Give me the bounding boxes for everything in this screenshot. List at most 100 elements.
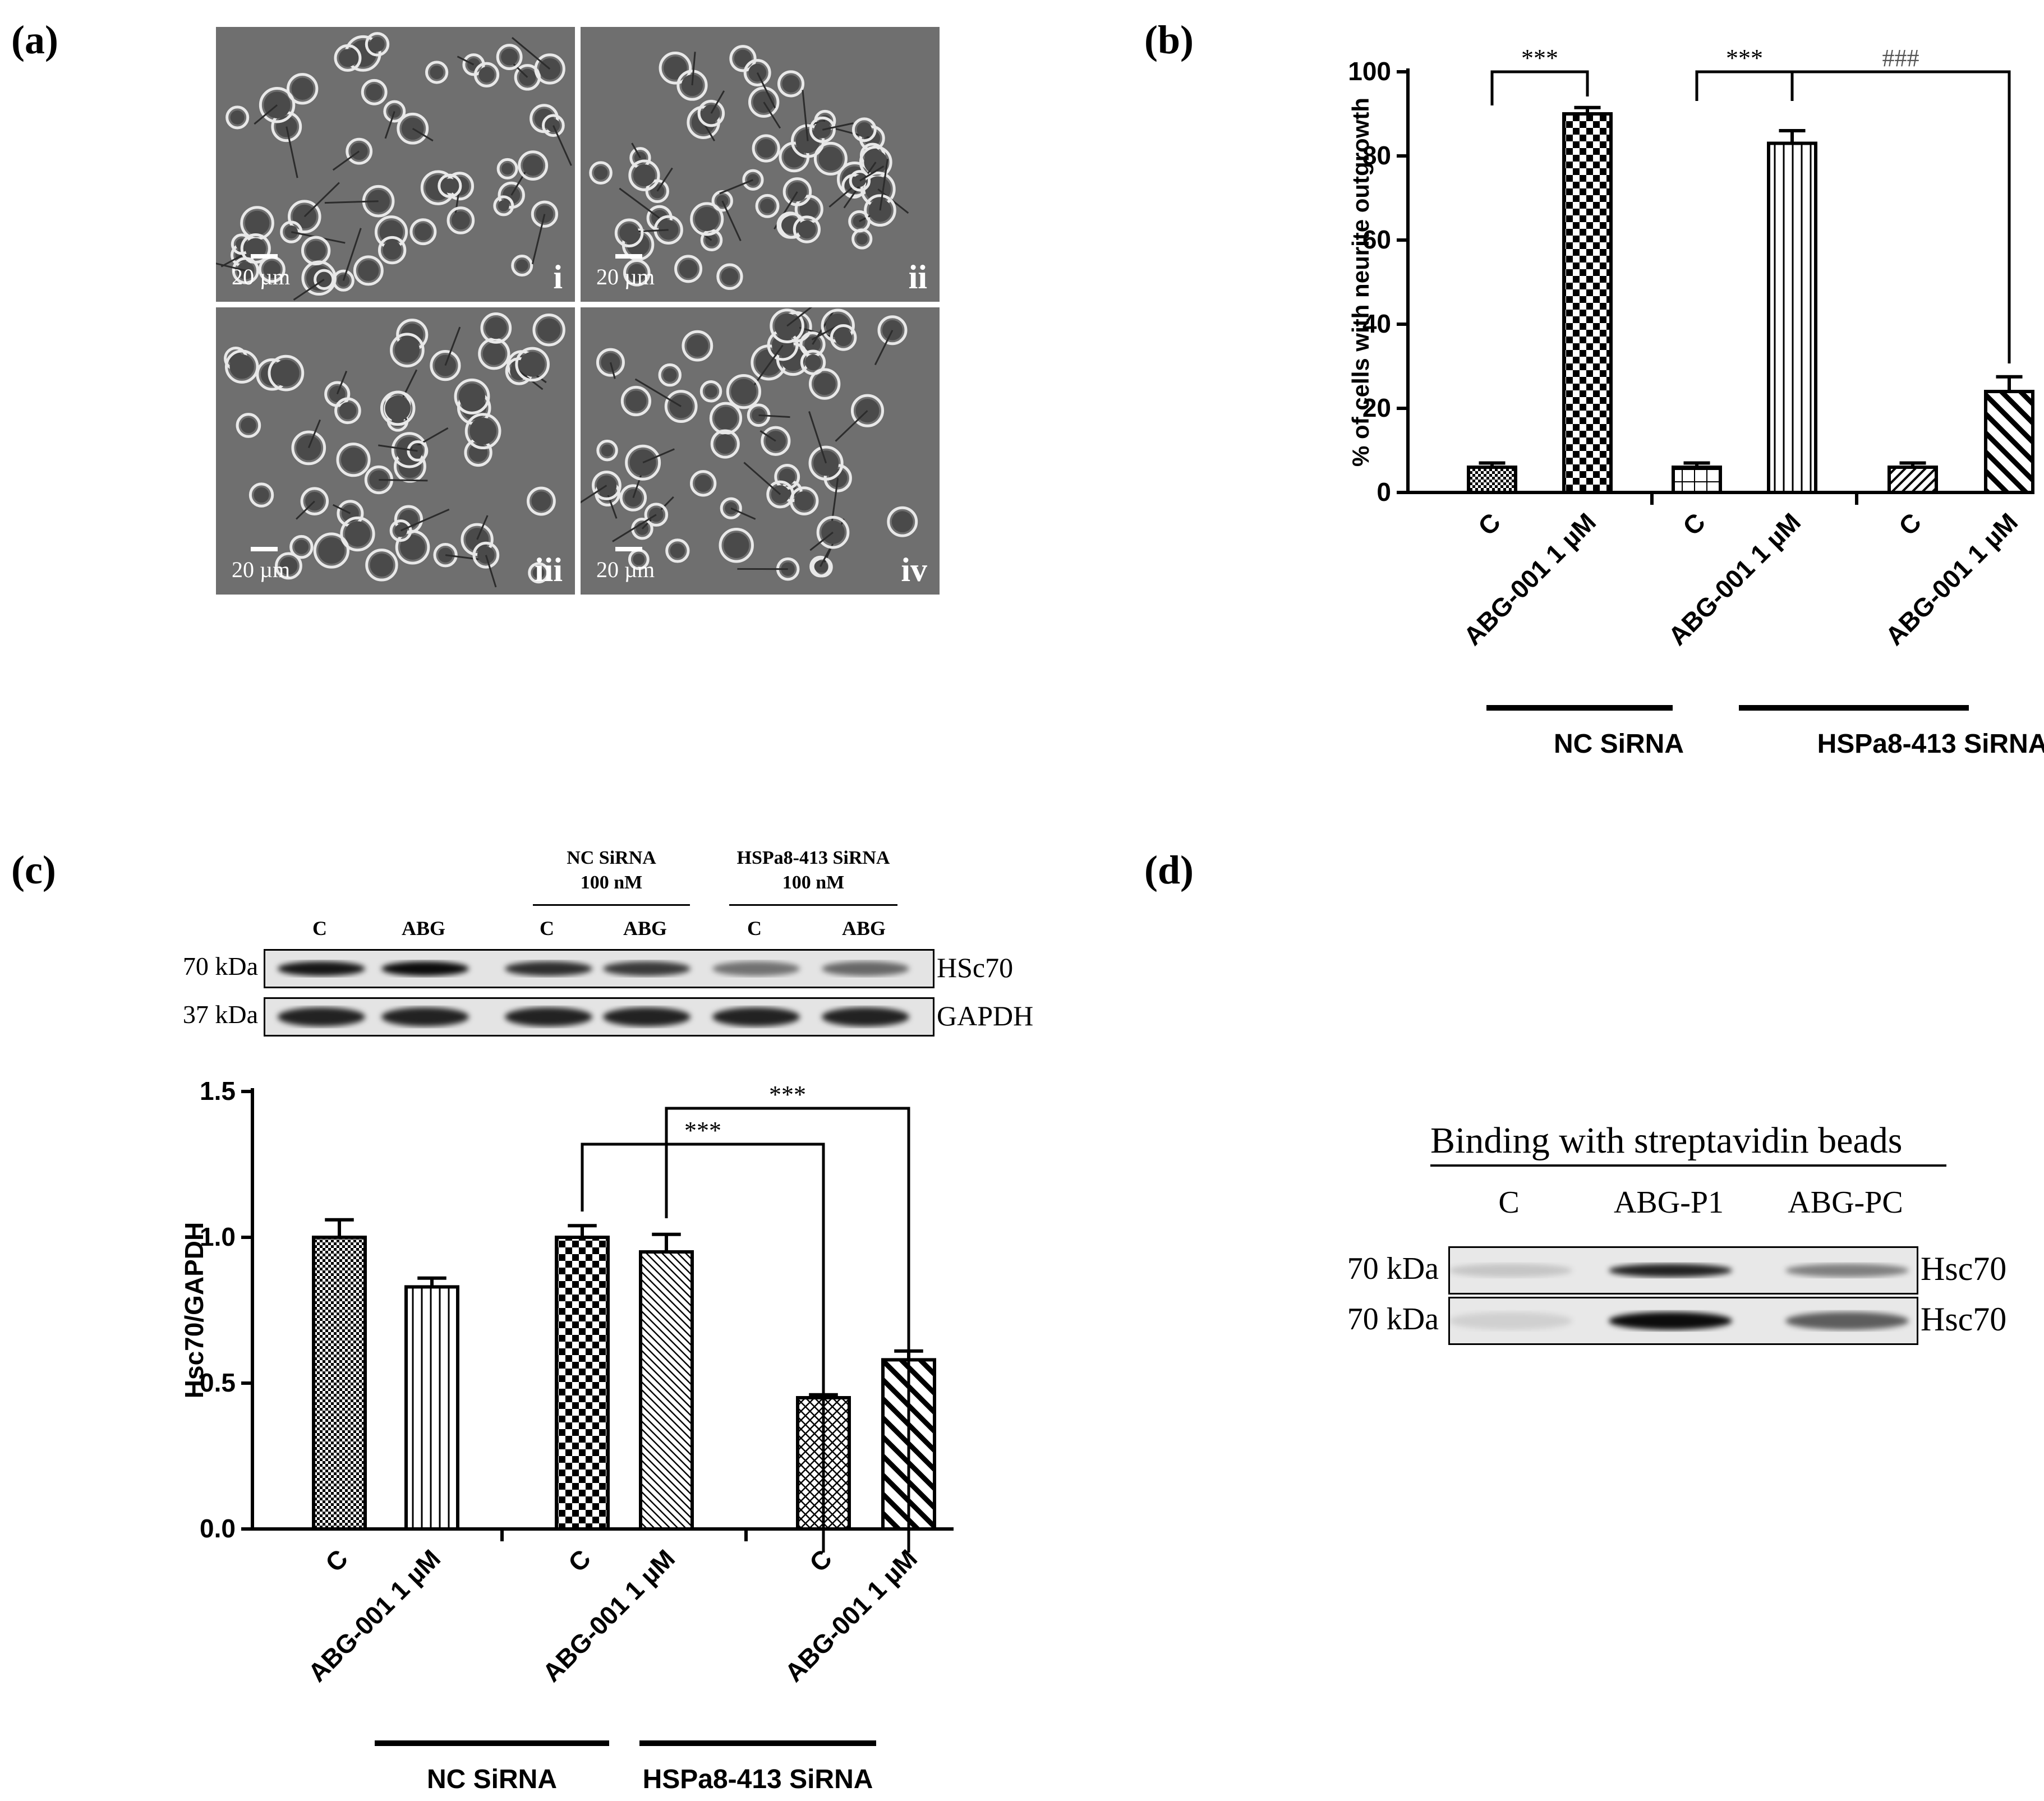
blot-lane-label: C xyxy=(312,917,327,939)
significance-bracket xyxy=(665,1107,910,1553)
blot-strip-1 xyxy=(264,997,934,1037)
blot-d-lane-label: ABG-PC xyxy=(1788,1185,1903,1220)
x-tick-label: C xyxy=(1677,507,1711,541)
group-label: HSPa8-413 SiRNA xyxy=(1817,729,2044,759)
blot-d-protein-label: Hsc70 xyxy=(1921,1250,2007,1287)
x-tick-label: ABG-001 1 µM xyxy=(1458,507,1601,651)
blot-d-bands xyxy=(1450,1264,1909,1277)
micrograph-cells-ii xyxy=(589,45,909,290)
panel-d-label: (d) xyxy=(1144,847,1194,892)
micrograph-i: 20 µm i xyxy=(216,27,575,302)
significance-label: *** xyxy=(1521,44,1558,72)
x-tick-label: C xyxy=(320,1544,353,1577)
blot-kda-label: 70 kDa xyxy=(182,952,258,980)
group-label: HSPa8-413 SiRNA xyxy=(643,1765,873,1794)
micrograph-cells-iv xyxy=(581,307,918,581)
x-tick-label: ABG-001 1 µM xyxy=(779,1544,923,1687)
y-tick-label: 1.0 xyxy=(200,1222,236,1251)
blot-d-kda-label: 70 kDa xyxy=(1347,1251,1439,1286)
micrograph-cells-iii xyxy=(224,312,565,588)
blot-lane-label: C xyxy=(747,917,762,939)
significance-bracket xyxy=(1695,70,1794,101)
x-tick-label: ABG-001 1 µM xyxy=(537,1544,680,1687)
scale-bar xyxy=(615,254,642,259)
y-tick-label: 100 xyxy=(1348,57,1391,86)
blot-d-band xyxy=(1785,1312,1909,1330)
blot-band xyxy=(712,1007,800,1026)
micrograph-iii: 20 µm iii xyxy=(216,307,575,595)
blot-group-title: NC SiRNA xyxy=(567,847,656,868)
micrograph-ii: 20 µm ii xyxy=(581,27,940,302)
y-tick-label: 80 xyxy=(1362,141,1391,170)
blot-d-band xyxy=(1609,1264,1732,1277)
bar-0 xyxy=(1467,466,1517,494)
blot-band xyxy=(381,1007,469,1026)
blot-d-kda-label: 70 kDa xyxy=(1347,1302,1439,1337)
x-tick-label: C xyxy=(1893,507,1927,541)
significance-label: *** xyxy=(1726,44,1763,72)
blot-band xyxy=(505,961,592,976)
blot-group-line xyxy=(729,904,897,906)
blot-d-title: Binding with streptavidin beads xyxy=(1430,1120,1903,1161)
blot-lane-label: ABG xyxy=(623,917,667,939)
group-label: NC SiRNA xyxy=(1554,729,1684,759)
blot-d-band xyxy=(1785,1264,1909,1277)
x-tick-label: C xyxy=(1472,507,1506,541)
significance-label: *** xyxy=(769,1081,806,1108)
blot-band xyxy=(603,961,690,976)
blot-group-header: NC SiRNA 100 nM xyxy=(499,846,724,895)
scale-text: 20 µm xyxy=(232,557,291,582)
blot-bands xyxy=(278,1007,909,1026)
blot-band xyxy=(278,1007,365,1026)
blot-d-band xyxy=(1450,1264,1572,1277)
blot-band xyxy=(505,1007,592,1026)
group-label: NC SiRNA xyxy=(427,1765,557,1794)
significance-bracket xyxy=(581,1143,825,1553)
y-tick-label: 0 xyxy=(1377,477,1391,506)
y-tick-label: 1.5 xyxy=(200,1076,236,1106)
panel-numeral-i: i xyxy=(553,259,563,296)
panel-c-label: (c) xyxy=(11,847,56,892)
scale-bar xyxy=(615,547,642,551)
x-tick-label: ABG-001 1 µM xyxy=(1663,507,1806,651)
blot-d-band xyxy=(1450,1312,1572,1330)
scale-text: 20 µm xyxy=(232,264,291,289)
blot-d-lane-label: C xyxy=(1498,1185,1520,1220)
blot-bands xyxy=(278,961,909,976)
blot-lane-label: C xyxy=(540,917,554,939)
blot-d-bands xyxy=(1450,1312,1909,1330)
blot-d-strip-0 xyxy=(1448,1246,1918,1295)
blot-d-title-underline xyxy=(1430,1164,1946,1167)
scale-text: 20 µm xyxy=(596,557,655,582)
chart-b: 0 20 40 60 80 100 % of cells with neurite outg… xyxy=(1347,44,2044,759)
bar-0 xyxy=(312,1236,367,1531)
y-axis-label: Hsc70/GAPDH xyxy=(179,1222,209,1398)
blot-group-conc: 100 nM xyxy=(580,872,643,893)
panel-numeral-iii: iii xyxy=(534,551,563,588)
blot-group-header: HSPa8-413 SiRNA 100 nM xyxy=(696,846,931,895)
y-axis-label: % of cells with neurite outgrowth xyxy=(1347,98,1374,467)
bar-5 xyxy=(1984,390,2034,494)
panel-a-label: (a) xyxy=(11,17,58,62)
x-tick-label: ABG-001 1 µM xyxy=(302,1544,446,1687)
significance-bracket xyxy=(1490,70,1589,105)
blot-group-conc: 100 nM xyxy=(782,872,845,893)
x-tick-label: C xyxy=(563,1544,596,1577)
blot-d-lane-label: ABG-P1 xyxy=(1613,1185,1724,1220)
y-tick-label: 0.0 xyxy=(200,1514,236,1543)
micrograph-cells-i xyxy=(216,32,572,301)
blot-kda-label: 37 kDa xyxy=(182,1000,258,1029)
significance-label: ### xyxy=(1882,44,1919,72)
blot-d-protein-label: Hsc70 xyxy=(1921,1301,2007,1338)
x-tick-label: C xyxy=(804,1544,837,1577)
y-tick-label: 40 xyxy=(1362,309,1391,338)
y-tick-label: 20 xyxy=(1362,393,1391,422)
blot-group-title: HSPa8-413 SiRNA xyxy=(736,847,890,868)
bar-1 xyxy=(1562,112,1613,494)
blot-d-strip-1 xyxy=(1448,1297,1918,1345)
blot-protein-label: HSc70 xyxy=(937,952,1014,983)
blot-d-band xyxy=(1609,1312,1732,1330)
panel-b-label: (b) xyxy=(1144,17,1194,62)
scale-bar xyxy=(251,254,278,259)
